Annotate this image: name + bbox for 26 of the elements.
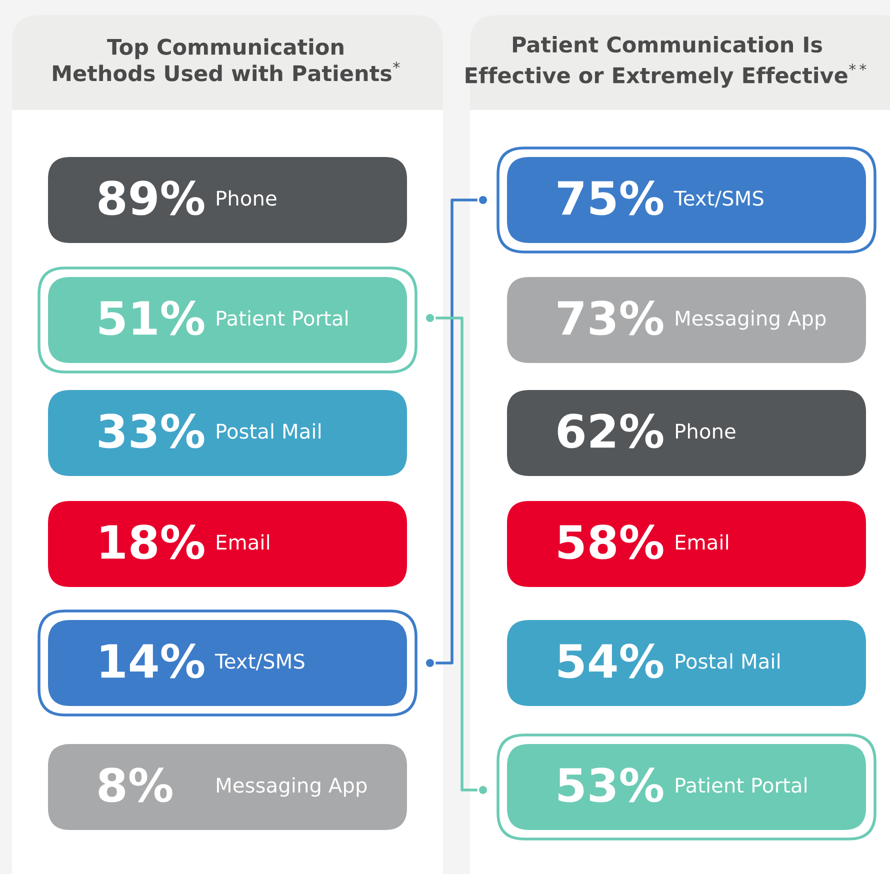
data-label: 89% [98,180,204,216]
data-label: 14% [101,644,204,678]
category-label: Text/SMS [214,654,304,670]
category-label: Postal Mail [676,653,780,669]
category-label: Email [676,534,728,550]
data-label: 53% [558,768,664,802]
data-label: 54% [558,644,664,678]
data-label: 58% [558,524,664,560]
category-label: Phone [676,423,736,439]
data-label: 18% [101,524,204,560]
data-label: 8% [98,768,172,802]
category-label: Phone [216,190,276,206]
text: Patient Communication Is Effective or Extremely Effective$^{**}$ [466,36,866,88]
category-label: Patient Portal [676,777,806,793]
data-label: 33% [99,414,204,448]
category-label: Postal Mail [216,423,320,439]
category-label: Messaging App [676,310,826,330]
category-label: Patient Portal [216,310,348,326]
data-label: 62% [558,414,664,448]
text: Top Communication Methods Used with Patients$^{*}$ [53,38,400,82]
category-label: Messaging App [216,777,367,797]
data-label: 75% [558,180,664,216]
data-label: 73% [558,300,664,336]
category-label: Text/SMS [674,190,764,208]
category-label: Email [216,534,269,550]
data-label: 51% [100,300,204,336]
